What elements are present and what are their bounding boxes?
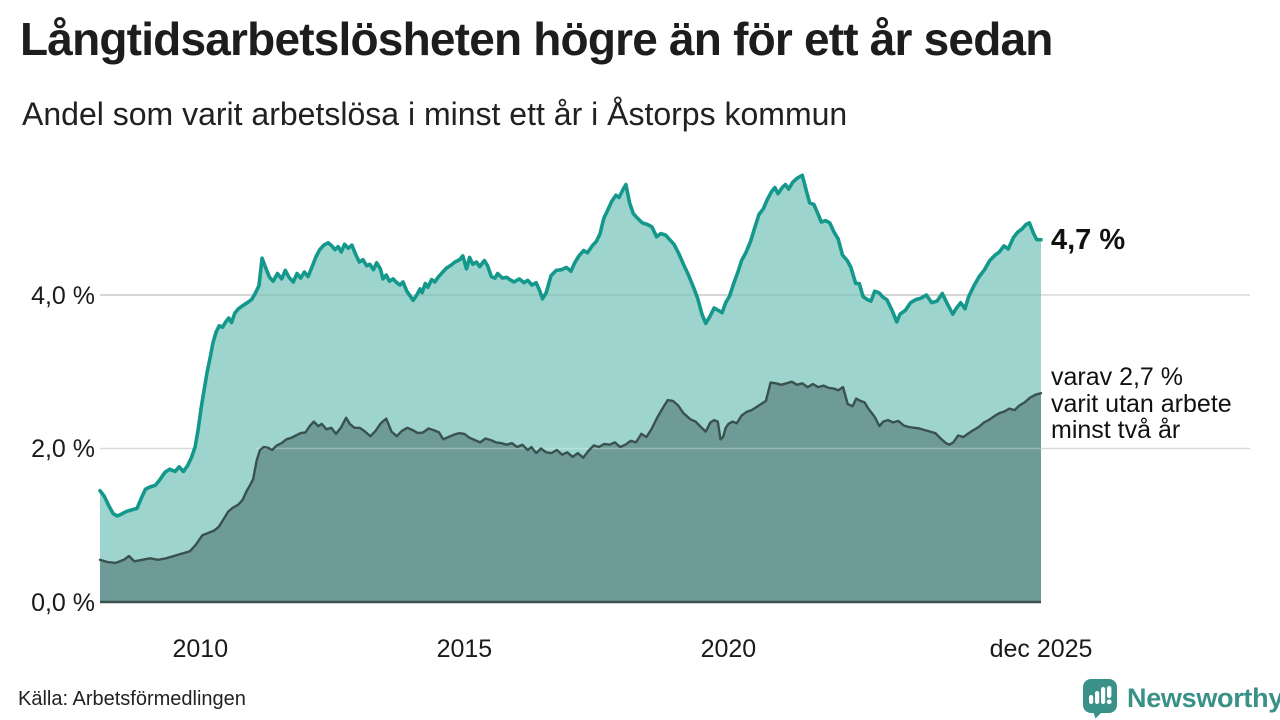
two-year-annotation-line-3: minst två år — [1051, 417, 1232, 444]
x-tick-dec-2025: dec 2025 — [990, 635, 1093, 663]
area-chart: 0,0 % 2,0 % 4,0 % 2010 2015 2020 dec 202… — [0, 0, 1280, 720]
chart-canvas: Långtidsarbetslösheten högre än för ett … — [0, 0, 1280, 720]
newsworthy-logo-icon — [1082, 678, 1119, 719]
newsworthy-logo-text: Newsworthy — [1127, 683, 1280, 714]
two-year-annotation: varav 2,7 % varit utan arbete minst två … — [1051, 364, 1232, 444]
two-year-annotation-line-1: varav 2,7 % — [1051, 364, 1232, 391]
x-tick-2015: 2015 — [437, 635, 493, 663]
source-credit: Källa: Arbetsförmedlingen — [18, 688, 246, 711]
two-year-annotation-line-2: varit utan arbete — [1051, 391, 1232, 418]
x-tick-2010: 2010 — [172, 635, 228, 663]
latest-value-label: 4,7 % — [1051, 224, 1125, 257]
y-tick-0: 0,0 % — [31, 589, 95, 617]
y-tick-4: 4,0 % — [31, 282, 95, 310]
x-tick-2020: 2020 — [701, 635, 757, 663]
y-tick-2: 2,0 % — [31, 435, 95, 463]
newsworthy-logo: Newsworthy — [1082, 678, 1280, 719]
